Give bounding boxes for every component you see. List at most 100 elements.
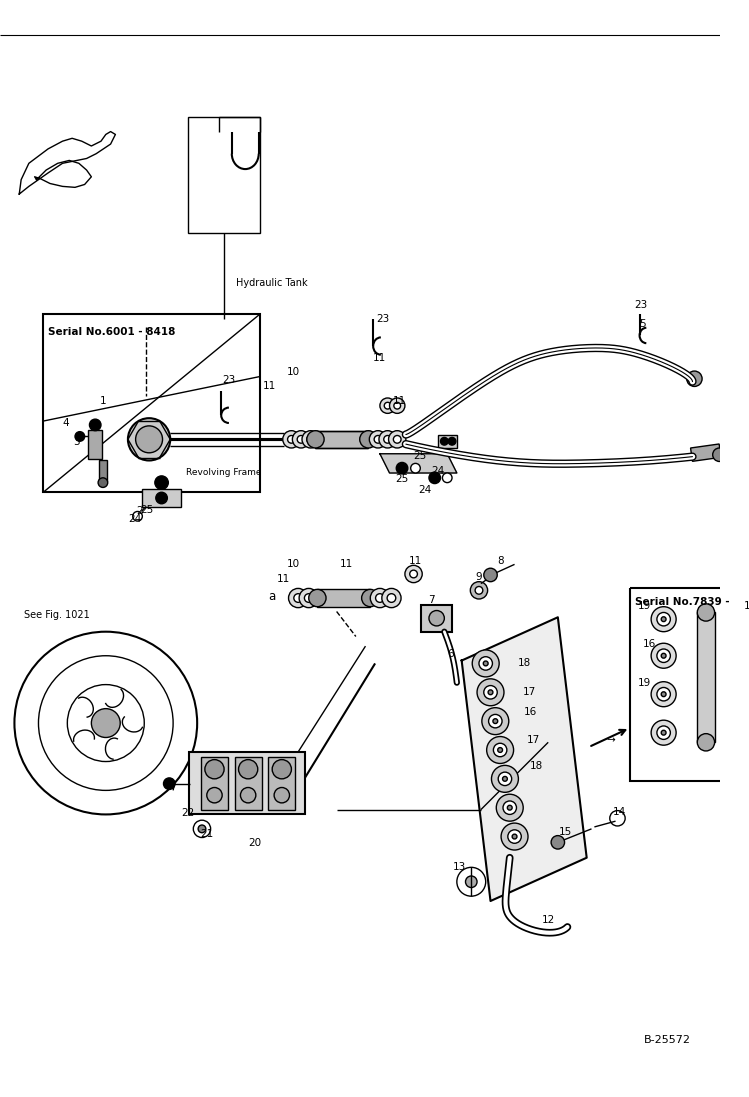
Polygon shape [380,454,457,473]
Text: 16: 16 [524,706,538,716]
Circle shape [748,654,749,658]
Circle shape [657,649,670,663]
Circle shape [657,688,670,701]
Circle shape [389,431,406,448]
Circle shape [205,759,224,779]
Text: 18: 18 [518,658,531,668]
Text: 11: 11 [392,396,406,406]
Text: 19: 19 [637,678,651,688]
Text: 7: 7 [428,595,435,604]
Text: 2: 2 [136,507,143,517]
Circle shape [274,788,290,803]
Circle shape [483,661,488,666]
Text: 11: 11 [339,559,353,569]
Text: Hydraulic Tank: Hydraulic Tank [236,278,307,287]
Circle shape [299,588,318,608]
Bar [189,751,305,814]
Bar [318,589,370,607]
Circle shape [661,692,666,697]
Circle shape [369,431,386,448]
Text: Revolving Frame: Revolving Frame [186,468,261,477]
Circle shape [389,398,405,414]
Circle shape [429,472,440,484]
Circle shape [484,568,497,581]
Circle shape [744,726,749,739]
Circle shape [238,759,258,779]
Circle shape [410,463,420,473]
Bar [234,757,261,810]
Circle shape [410,570,417,578]
Circle shape [374,436,382,443]
Text: Serial No.7839 -: Serial No.7839 - [635,597,730,607]
Circle shape [288,588,308,608]
Circle shape [482,708,509,735]
Circle shape [394,403,401,409]
Text: 19: 19 [744,601,749,611]
Text: 6: 6 [447,648,453,659]
Polygon shape [461,618,586,901]
Text: 11: 11 [263,382,276,392]
Circle shape [207,788,222,803]
Circle shape [272,759,291,779]
Circle shape [440,438,448,445]
Circle shape [405,565,422,583]
Circle shape [713,448,726,462]
Text: 17: 17 [527,735,541,745]
Circle shape [288,436,295,443]
Circle shape [379,431,396,448]
Circle shape [651,643,676,668]
Bar [630,588,749,781]
Bar [43,315,260,493]
Circle shape [307,431,324,448]
Circle shape [304,593,313,602]
Circle shape [498,772,512,785]
Bar [187,117,260,233]
Circle shape [89,419,101,431]
Circle shape [133,511,142,521]
Text: 25: 25 [395,474,409,484]
Circle shape [503,801,517,814]
Text: 21: 21 [200,828,213,839]
Text: 5: 5 [639,319,646,329]
Circle shape [470,581,488,599]
Text: 13: 13 [453,862,467,872]
Text: 24: 24 [128,514,142,524]
Circle shape [657,726,670,739]
Text: 14: 14 [613,806,626,816]
Circle shape [155,476,169,489]
Text: 10: 10 [287,367,300,377]
Text: Serial No.6001 - 8418: Serial No.6001 - 8418 [48,327,175,337]
Circle shape [156,493,167,504]
Bar [201,757,228,810]
Circle shape [370,588,389,608]
Text: 24: 24 [431,466,444,476]
Text: 15: 15 [559,827,572,837]
Text: 10: 10 [287,559,300,569]
Bar [142,489,181,507]
Circle shape [657,612,670,626]
Circle shape [75,431,85,441]
Circle shape [488,714,502,728]
Circle shape [484,686,497,699]
Circle shape [294,593,303,602]
Circle shape [491,766,518,792]
Circle shape [360,431,377,448]
Text: 16: 16 [643,640,656,649]
Circle shape [375,593,384,602]
Circle shape [475,587,483,595]
Circle shape [383,436,392,443]
Bar [437,434,457,448]
Circle shape [382,588,401,608]
Circle shape [508,829,521,844]
Circle shape [163,778,175,790]
Circle shape [551,836,565,849]
Bar [315,431,369,448]
Circle shape [738,643,749,668]
Text: 17: 17 [522,688,536,698]
Circle shape [697,603,715,621]
Circle shape [493,719,498,724]
Bar [691,444,721,462]
Text: 24: 24 [419,485,431,496]
Circle shape [738,720,749,745]
Circle shape [744,649,749,663]
